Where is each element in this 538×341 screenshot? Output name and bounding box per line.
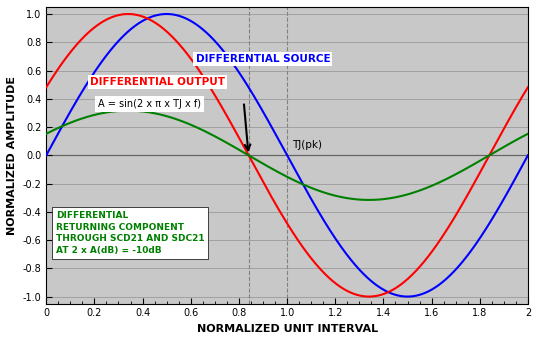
Y-axis label: NORMALIZED AMPLITUDE: NORMALIZED AMPLITUDE (7, 76, 17, 235)
Text: TJ(pk): TJ(pk) (292, 140, 322, 150)
X-axis label: NORMALIZED UNIT INTERVAL: NORMALIZED UNIT INTERVAL (196, 324, 378, 334)
Text: A = sin(2 x π x TJ x f): A = sin(2 x π x TJ x f) (98, 99, 201, 109)
Text: DIFFERENTIAL SOURCE: DIFFERENTIAL SOURCE (195, 54, 330, 64)
Text: DIFFERENTIAL OUTPUT: DIFFERENTIAL OUTPUT (90, 77, 224, 87)
Text: DIFFERENTIAL
RETURNING COMPONENT
THROUGH SCD21 AND SDC21
AT 2 x A(dB) = -10dB: DIFFERENTIAL RETURNING COMPONENT THROUGH… (56, 211, 204, 255)
